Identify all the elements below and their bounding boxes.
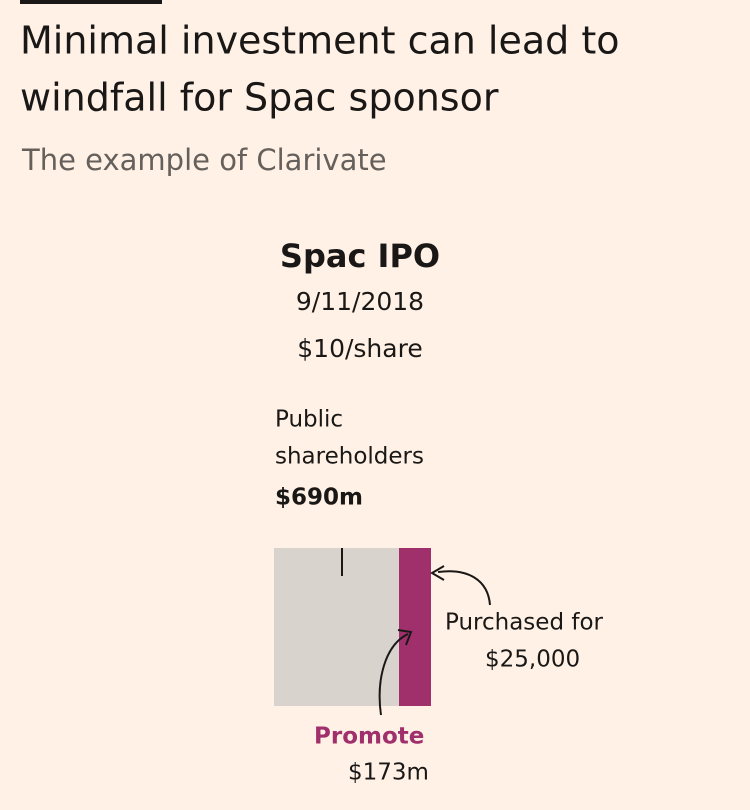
public-label: Public (275, 407, 343, 433)
purchase-label: Purchased for (445, 610, 604, 636)
purchase-amount: $25,000 (485, 647, 580, 673)
title-line: Minimal investment can lead to (20, 19, 620, 63)
arrow (378, 633, 409, 716)
event-price: $10/share (297, 334, 422, 363)
subtitle: The example of Clarivate (21, 143, 387, 177)
promote-amount: $173m (348, 760, 429, 786)
arrowhead (430, 565, 445, 581)
top-bar (20, 0, 162, 4)
arrowhead (397, 629, 413, 646)
arrow (437, 570, 491, 606)
event-title: Spac IPO (280, 237, 440, 275)
public-amount: $690m (275, 485, 363, 511)
public-block (274, 548, 399, 706)
event-date: 9/11/2018 (296, 287, 424, 316)
promote-label: Promote (314, 724, 424, 750)
promote-block (399, 548, 431, 706)
title-line: windfall for Spac sponsor (20, 76, 499, 120)
public-label: shareholders (275, 444, 424, 470)
